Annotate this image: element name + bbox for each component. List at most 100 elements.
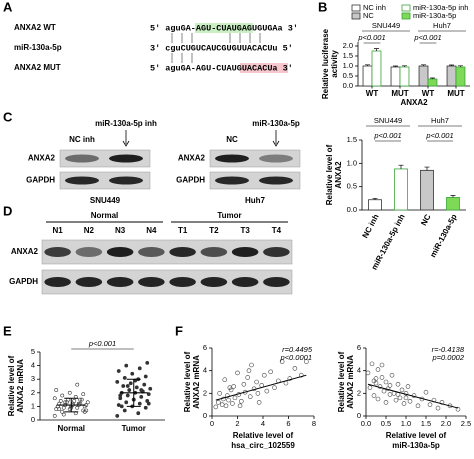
y-tick-label: 2 — [357, 388, 361, 397]
y-tick-label: 0.0 — [343, 81, 353, 90]
data-point — [393, 397, 399, 403]
data-point — [254, 379, 259, 385]
data-point — [369, 361, 375, 367]
blot-strip — [209, 149, 301, 168]
legend-label: miR-130a-5p — [413, 11, 456, 20]
data-point — [228, 387, 234, 393]
bar — [446, 196, 460, 211]
annotation: r=0.4495 — [282, 345, 313, 354]
data-point — [387, 392, 393, 397]
x-axis-label: ANXA2 — [400, 98, 428, 107]
panel-label: A — [3, 0, 13, 14]
lane-label: NC — [226, 135, 238, 144]
lane-label: T2 — [209, 226, 219, 235]
y-tick-label: 4 — [31, 361, 35, 370]
data-point — [383, 379, 389, 385]
blot-band — [44, 277, 71, 287]
blot-band — [106, 277, 134, 287]
data-point — [405, 384, 411, 389]
y-axis-label: ANXA2 mRNA — [346, 355, 355, 409]
bar — [418, 65, 429, 87]
legend-label: NC — [363, 11, 374, 20]
annotation: p<0.001 — [425, 131, 453, 140]
data-point — [415, 403, 421, 409]
blot-band — [215, 176, 249, 185]
y-tick-label: 0 — [31, 415, 35, 424]
x-axis-label: hsa_circ_102559 — [231, 441, 295, 450]
bar — [362, 65, 373, 87]
data-point — [54, 388, 59, 392]
blot-strip — [59, 149, 151, 168]
bar — [394, 168, 408, 211]
data-point — [121, 384, 126, 388]
x-tick-label: 1.0 — [401, 419, 411, 428]
data-point — [137, 401, 142, 406]
blot-strip — [209, 171, 301, 190]
data-point — [217, 391, 222, 396]
blot-band — [65, 154, 99, 163]
annotation: p<0.0001 — [280, 353, 313, 362]
annotation: p=0.0002 — [432, 353, 465, 362]
legend-swatch — [401, 12, 411, 20]
data-point — [136, 411, 141, 416]
x-tick-label: 6 — [286, 419, 290, 428]
panel-label: F — [175, 323, 183, 338]
data-point — [261, 372, 267, 378]
data-point — [219, 402, 225, 407]
x-tick-label: 8 — [312, 419, 316, 428]
data-point — [231, 384, 236, 389]
y-axis-label: ANXA2 — [334, 161, 343, 189]
lane-label: miR-130a-5p — [252, 119, 300, 128]
data-point — [399, 387, 405, 393]
data-point — [225, 393, 230, 398]
legend-swatch — [351, 4, 361, 12]
blot-band — [44, 247, 71, 257]
data-point — [272, 385, 277, 390]
sequence-name: ANXA2 WT — [14, 23, 56, 32]
data-point — [373, 376, 379, 381]
trend-line — [215, 374, 307, 401]
lane-label: T1 — [178, 226, 188, 235]
data-point — [298, 372, 304, 378]
x-tick-label: 0 — [210, 419, 214, 428]
blot-band — [109, 154, 143, 163]
x-tick-label: Normal — [57, 424, 85, 433]
group-label: Tumor — [217, 211, 241, 220]
y-axis-label: Relative level of — [183, 351, 192, 412]
data-point — [61, 412, 66, 417]
error-bar — [421, 64, 427, 66]
data-point — [128, 381, 133, 386]
data-point — [407, 398, 413, 404]
y-tick-label: 4 — [357, 366, 361, 375]
data-point — [213, 404, 219, 410]
data-point — [134, 385, 139, 390]
data-point — [57, 407, 62, 412]
x-tick-label: 2.0 — [441, 419, 451, 428]
panel-label: B — [318, 0, 327, 14]
data-point — [67, 390, 72, 395]
data-point — [116, 403, 121, 407]
data-point — [264, 388, 270, 394]
y-tick-label: 1.0 — [343, 61, 353, 70]
panel-label: D — [3, 203, 12, 218]
data-point — [79, 397, 84, 402]
blot-band — [263, 277, 290, 287]
y-axis-label: Relative luciferase — [321, 28, 330, 99]
data-point — [125, 384, 130, 388]
blot-band — [169, 247, 196, 257]
seed-highlight — [195, 23, 253, 33]
y-tick-label: 2 — [31, 388, 35, 397]
data-point — [139, 394, 144, 399]
data-point — [389, 372, 395, 378]
error-bar — [373, 48, 379, 51]
x-tick-label: 0.5 — [381, 419, 391, 428]
y-tick-label: 0.5 — [347, 182, 357, 191]
pairing-lines — [171, 33, 261, 63]
y-tick-label: 1.0 — [347, 158, 357, 167]
y-tick-label: 0.5 — [343, 71, 353, 80]
error-bar — [450, 195, 456, 198]
row-label: GAPDH — [26, 176, 55, 185]
blot-band — [259, 154, 293, 163]
y-tick-label: 2 — [203, 388, 207, 397]
data-point — [401, 401, 407, 406]
